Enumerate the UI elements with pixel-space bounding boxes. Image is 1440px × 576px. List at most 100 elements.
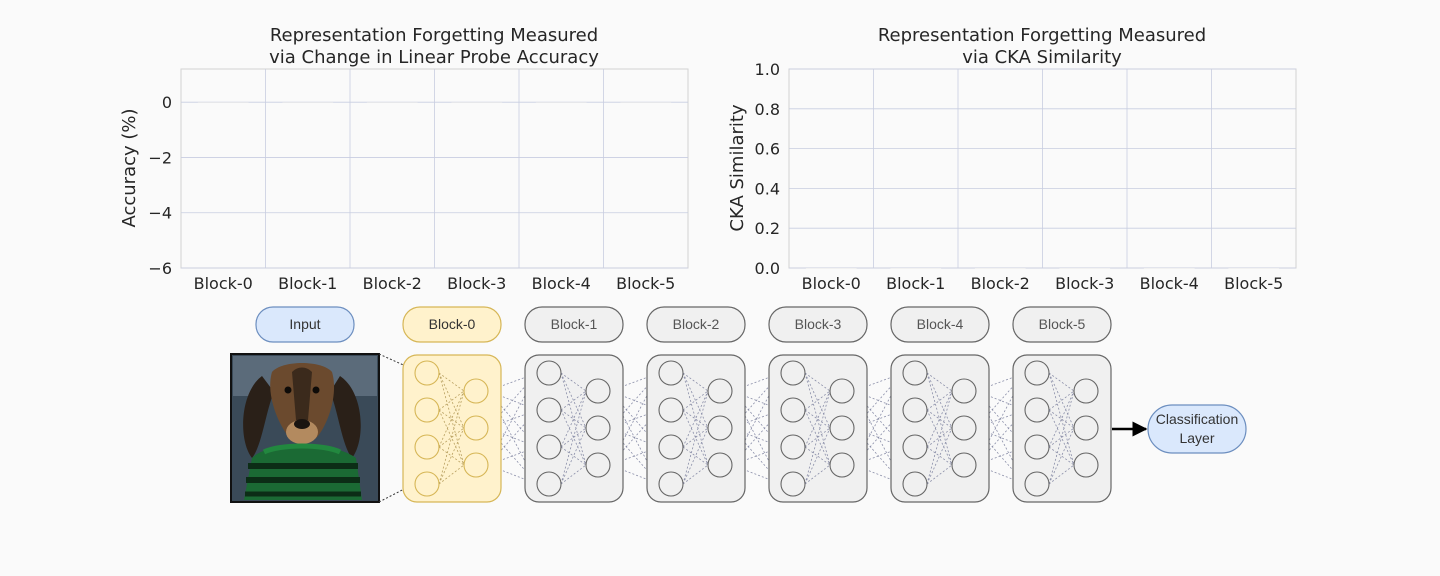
chart-2-y-tick-label: 0.0 <box>755 259 780 278</box>
intra-block-connection <box>682 446 709 466</box>
chart-1-x-tick-label: Block-5 <box>616 274 675 293</box>
intra-block-connection <box>438 427 465 448</box>
intra-block-connection <box>1048 464 1075 485</box>
block-2: Block-2 <box>646 306 746 503</box>
chart-1-x-ticks: Block-0 Block-1 Block-2 Block-3 Block-4 Block… <box>194 274 676 293</box>
intra-block-connection <box>926 390 953 485</box>
chart-1-bar-block-3 <box>451 102 503 103</box>
neuron <box>414 360 440 386</box>
intra-block-connection <box>926 372 953 392</box>
neuron <box>1024 434 1050 460</box>
block-5: Block-5 <box>1012 306 1112 503</box>
chart-1-y-tick-label: −2 <box>148 148 172 167</box>
chart-1-y-tick-label: −6 <box>148 259 172 278</box>
chart-1-x-tick-label: Block-1 <box>278 274 337 293</box>
neuron <box>658 434 684 460</box>
chart-1-y-tick-label: −4 <box>148 204 172 223</box>
neuron <box>902 434 928 460</box>
chart-2-x-tick-label: Block-2 <box>971 274 1030 293</box>
chart-linear-probe: Representation Forgetting Measured via C… <box>119 25 689 293</box>
chart-1-y-axis-label: Accuracy (%) <box>119 108 140 227</box>
classification-layer-pill <box>1147 404 1247 454</box>
neuron <box>585 378 611 404</box>
neuron <box>780 471 806 497</box>
neuron <box>829 452 855 478</box>
chart-1-x-tick-label: Block-2 <box>363 274 422 293</box>
chart-2-x-tick-label: Block-3 <box>1055 274 1114 293</box>
neuron <box>585 452 611 478</box>
intra-block-connection <box>926 464 953 485</box>
neuron <box>536 434 562 460</box>
block-1: Block-1 <box>524 306 624 503</box>
input-pill-label: Input <box>289 316 320 332</box>
intra-block-connection <box>682 390 709 485</box>
neuron <box>463 378 489 404</box>
intra-block-connection <box>804 464 831 485</box>
neuron <box>902 397 928 423</box>
intra-block-connection <box>560 409 587 429</box>
neuron <box>1024 360 1050 386</box>
neuron <box>829 415 855 441</box>
block-2-label-pill <box>646 306 746 343</box>
blocks: Block-0 Block-1 Block-2 Block-3 Block-4 Block… <box>402 306 1112 503</box>
neuron <box>463 415 489 441</box>
intra-block-connection <box>682 427 709 448</box>
chart-2-bar-block-2 <box>974 268 1026 269</box>
intra-block-connection <box>1048 409 1075 429</box>
intra-block-connection <box>1048 446 1075 466</box>
neuron <box>951 415 977 441</box>
chart-2-bar-block-1 <box>890 268 942 269</box>
intra-block-connection <box>560 464 587 485</box>
chart-2-x-ticks: Block-0 Block-1 Block-2 Block-3 Block-4 Block… <box>802 274 1284 293</box>
chart-1-bars <box>197 102 672 103</box>
block-5-label: Block-5 <box>1039 316 1086 332</box>
chart-2-y-tick-label: 0.2 <box>755 219 780 238</box>
intra-block-connection <box>804 446 831 466</box>
neuron <box>1024 471 1050 497</box>
neuron <box>707 452 733 478</box>
chart-1-y-ticks: 0 −2 −4 −6 <box>148 93 172 278</box>
chart-1-x-tick-label: Block-3 <box>447 274 506 293</box>
intra-block-connection <box>682 464 709 485</box>
chart-2-y-tick-label: 1.0 <box>755 60 780 79</box>
block-1-label: Block-1 <box>551 316 598 332</box>
chart-1-x-tick-label: Block-4 <box>532 274 591 293</box>
intra-block-connection <box>438 390 465 411</box>
neuron <box>658 397 684 423</box>
chart-1-y-tick-label: 0 <box>162 93 172 112</box>
chart-2-title-line-1: Representation Forgetting Measured <box>878 25 1206 46</box>
neuron <box>414 471 440 497</box>
block-2-label: Block-2 <box>673 316 720 332</box>
chart-2-x-tick-label: Block-5 <box>1224 274 1283 293</box>
intra-block-connection <box>560 446 587 466</box>
neuron <box>1073 378 1099 404</box>
block-0-label: Block-0 <box>429 316 476 332</box>
intra-block-connection <box>804 427 831 448</box>
intra-block-connection <box>438 446 465 466</box>
intra-block-connection <box>1048 427 1075 448</box>
intra-block-connection <box>438 390 465 485</box>
intra-block-connection <box>926 446 953 466</box>
neuron <box>658 471 684 497</box>
neuron <box>780 434 806 460</box>
classification-layer-label-line-2: Layer <box>1179 430 1214 446</box>
chart-2-bar-block-0 <box>805 268 857 269</box>
chart-2-y-tick-label: 0.8 <box>755 100 780 119</box>
chart-2-bar-block-4 <box>1143 268 1195 269</box>
neuron <box>658 360 684 386</box>
input-pill <box>255 306 355 343</box>
chart-1-title-line-1: Representation Forgetting Measured <box>270 25 598 46</box>
chart-1-bar-block-1 <box>282 102 334 103</box>
neuron <box>1073 415 1099 441</box>
block-3-label: Block-3 <box>795 316 842 332</box>
neuron <box>902 360 928 386</box>
neuron <box>585 415 611 441</box>
intra-block-connection <box>438 464 465 485</box>
chart-2-y-axis-label: CKA Similarity <box>727 104 748 232</box>
chart-2-bars <box>805 268 1280 269</box>
neuron <box>536 397 562 423</box>
block-3: Block-3 <box>768 306 868 503</box>
intra-block-connection <box>560 390 587 411</box>
chart-1-bar-block-0 <box>197 102 249 103</box>
